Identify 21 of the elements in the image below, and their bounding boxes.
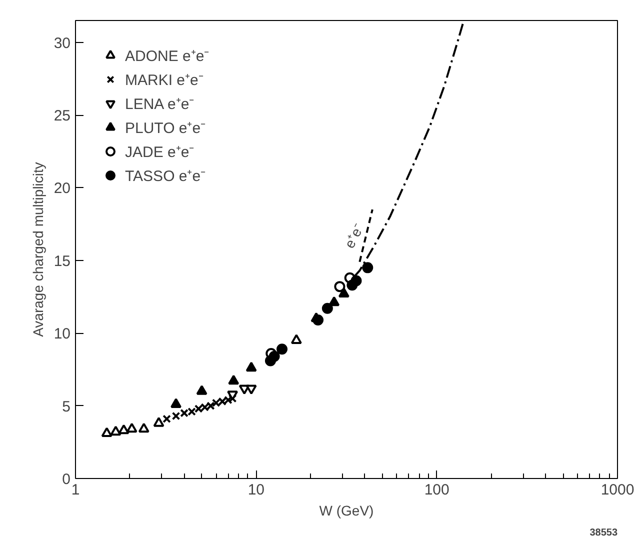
legend-label: LENA e⁺e⁻ [125,95,194,113]
legend-label: ADONE e⁺e⁻ [125,47,210,65]
x-tick-label: 1000 [600,482,634,498]
legend-label: PLUTO e⁺e⁻ [125,119,206,137]
legend-label: MARKI e⁺e⁻ [125,71,204,89]
y-tick-label: 25 [54,108,71,125]
legend-label: TASSO e⁺e⁻ [125,167,206,185]
text: 38553 [590,528,618,538]
x-axis-title: W (GeV) [319,502,374,518]
y-tick-label: 0 [62,471,70,488]
legend-label: JADE e⁺e⁻ [125,143,194,161]
y-tick-label: 5 [62,398,70,416]
y-tick-label: 10 [54,326,71,343]
y-tick-label: 20 [54,180,71,198]
annotation: e⁺e⁻ [341,220,367,251]
x-tick-label: 1 [71,482,80,498]
y-tick-label: 15 [54,252,71,270]
x-tick-label: 100 [424,482,450,498]
x-tick-label: 10 [248,482,265,498]
y-axis-title: Avarage charged multiplicity [30,162,46,337]
y-tick-label: 30 [54,34,71,52]
